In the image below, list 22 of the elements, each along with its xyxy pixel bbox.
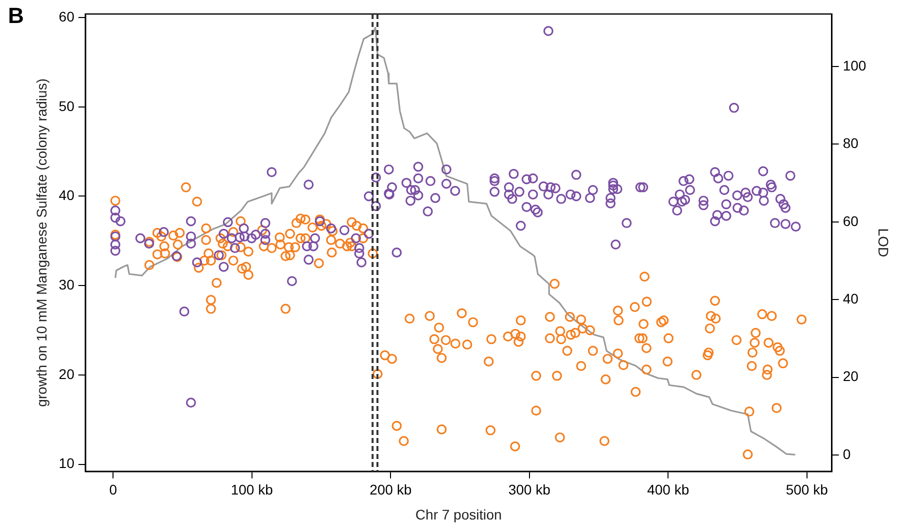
- y-tick-label: 10: [58, 455, 75, 472]
- x-tick-label: 0: [109, 482, 118, 498]
- y-tick-label: 20: [58, 366, 75, 382]
- y2-tick-label: 40: [842, 290, 859, 306]
- x-tick-label: 300 kb: [508, 482, 551, 498]
- y2-tick-label: 20: [842, 368, 859, 384]
- y2-tick-label: 80: [842, 135, 859, 152]
- y-tick-label: 40: [58, 187, 75, 204]
- x-tick-label: 400 kb: [647, 482, 690, 498]
- x-tick-label: 200 kb: [370, 482, 412, 498]
- x-axis-title: Chr 7 position: [415, 506, 502, 522]
- x-tick-label: 500 kb: [786, 482, 828, 498]
- y2-axis-title: LOD: [876, 228, 892, 258]
- y-tick-label: 50: [58, 98, 75, 114]
- y-axis-title: growth on 10 mM Manganese Sulfate (colony radius): [33, 78, 50, 407]
- text: B: [8, 3, 24, 28]
- y-tick-label: 60: [58, 8, 75, 24]
- x-tick-label: 100 kb: [230, 482, 274, 498]
- y2-tick-label: 60: [842, 212, 859, 229]
- y2-tick-label: 0: [842, 446, 851, 462]
- y2-tick-label: 100: [842, 57, 866, 74]
- y-tick-label: 30: [58, 276, 75, 292]
